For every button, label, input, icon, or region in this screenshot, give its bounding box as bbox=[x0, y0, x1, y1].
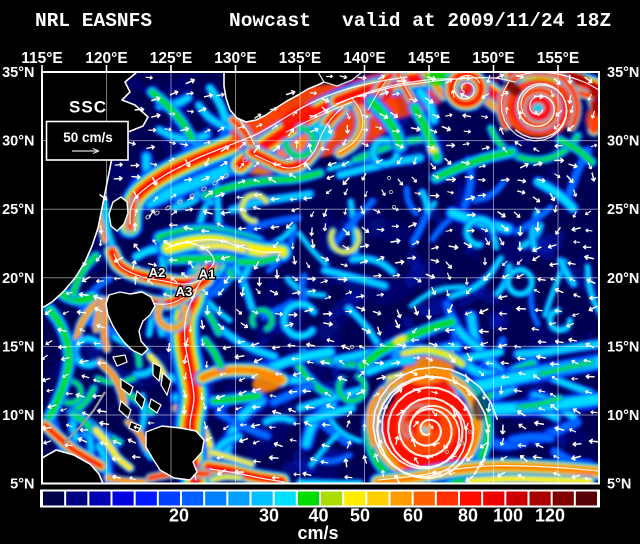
svg-text:35°N: 35°N bbox=[607, 65, 639, 81]
svg-text:A1: A1 bbox=[199, 267, 216, 282]
svg-text:30°N: 30°N bbox=[607, 134, 639, 150]
svg-text:125°E: 125°E bbox=[150, 50, 192, 67]
svg-text:NRL EASNFS: NRL EASNFS bbox=[35, 10, 152, 32]
svg-text:155°E: 155°E bbox=[537, 50, 579, 67]
svg-text:A2: A2 bbox=[149, 265, 166, 280]
svg-text:115°E: 115°E bbox=[21, 50, 63, 67]
svg-text:SSC: SSC bbox=[69, 98, 107, 117]
svg-text:Nowcast: Nowcast bbox=[229, 10, 311, 32]
svg-text:10°N: 10°N bbox=[607, 408, 639, 424]
svg-text:40: 40 bbox=[308, 506, 328, 526]
svg-text:60: 60 bbox=[403, 506, 423, 526]
svg-text:30: 30 bbox=[259, 506, 279, 526]
svg-text:25°N: 25°N bbox=[2, 202, 34, 218]
svg-text:150°E: 150°E bbox=[472, 50, 514, 67]
svg-text:80: 80 bbox=[458, 506, 478, 526]
svg-text:15°N: 15°N bbox=[2, 339, 34, 355]
svg-text:5°N: 5°N bbox=[10, 477, 34, 493]
svg-text:120°E: 120°E bbox=[85, 50, 127, 67]
svg-text:35°N: 35°N bbox=[2, 65, 34, 81]
svg-text:140°E: 140°E bbox=[343, 50, 385, 67]
svg-text:30°N: 30°N bbox=[2, 134, 34, 150]
svg-text:50 cm/s: 50 cm/s bbox=[63, 130, 113, 145]
svg-text:cm/s: cm/s bbox=[297, 523, 338, 543]
svg-text:145°E: 145°E bbox=[408, 50, 450, 67]
svg-text:25°N: 25°N bbox=[607, 202, 639, 218]
svg-text:20°N: 20°N bbox=[2, 271, 34, 287]
svg-text:15°N: 15°N bbox=[607, 339, 639, 355]
svg-text:20°N: 20°N bbox=[607, 271, 639, 287]
svg-text:valid at 2009/11/24 18Z: valid at 2009/11/24 18Z bbox=[342, 10, 611, 32]
svg-text:130°E: 130°E bbox=[214, 50, 256, 67]
svg-text:135°E: 135°E bbox=[279, 50, 321, 67]
svg-text:100: 100 bbox=[493, 506, 523, 526]
svg-text:20: 20 bbox=[169, 506, 189, 526]
svg-text:50: 50 bbox=[350, 506, 370, 526]
svg-text:120: 120 bbox=[535, 506, 565, 526]
svg-text:5°N: 5°N bbox=[607, 477, 631, 493]
svg-text:10°N: 10°N bbox=[2, 408, 34, 424]
svg-text:A3: A3 bbox=[176, 284, 193, 299]
